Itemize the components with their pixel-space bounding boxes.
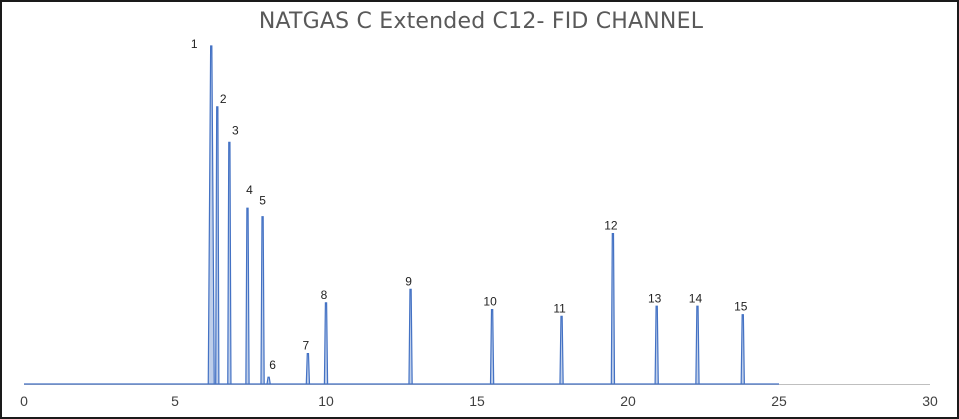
peak-2	[215, 106, 220, 385]
peak-label-14: 14	[689, 291, 703, 305]
peak-label-13: 13	[648, 291, 662, 305]
peak-9	[408, 288, 413, 385]
chart-title: NATGAS C Extended C12- FID CHANNEL	[259, 9, 704, 34]
peak-label-11: 11	[553, 301, 566, 315]
peak-4	[245, 207, 250, 385]
peak-5	[260, 216, 265, 385]
peak-14	[695, 305, 700, 385]
peak-1	[207, 45, 215, 385]
x-tick-label: 0	[20, 393, 28, 409]
x-tick-label: 25	[771, 393, 787, 409]
peak-label-4: 4	[246, 183, 253, 197]
peak-11	[559, 315, 564, 385]
peak-label-7: 7	[303, 339, 310, 353]
peak-label-9: 9	[405, 274, 412, 288]
peak-label-2: 2	[220, 92, 227, 106]
peak-label-6: 6	[269, 358, 276, 372]
peak-6	[266, 376, 271, 385]
peak-label-3: 3	[232, 123, 239, 137]
peak-label-12: 12	[604, 219, 618, 233]
peak-15	[740, 314, 745, 385]
peak-label-8: 8	[321, 288, 328, 302]
peak-3	[227, 141, 232, 385]
series-fid-signal	[24, 45, 779, 385]
peak-10	[489, 309, 495, 385]
x-tick-label: 30	[922, 393, 938, 409]
peak-12	[610, 232, 616, 385]
peak-8	[323, 302, 329, 385]
peak-label-10: 10	[483, 295, 497, 309]
x-axis: 0 5 10 15 20 25 30	[20, 384, 938, 409]
peak-label-1: 1	[191, 37, 198, 51]
peak-label-15: 15	[734, 300, 748, 314]
peak-7	[305, 352, 311, 385]
x-tick-label: 5	[171, 393, 179, 409]
x-tick-label: 10	[318, 393, 334, 409]
x-tick-label: 20	[620, 393, 636, 409]
x-tick-label: 15	[469, 393, 485, 409]
peak-label-5: 5	[259, 194, 266, 208]
peak-13	[654, 305, 659, 385]
